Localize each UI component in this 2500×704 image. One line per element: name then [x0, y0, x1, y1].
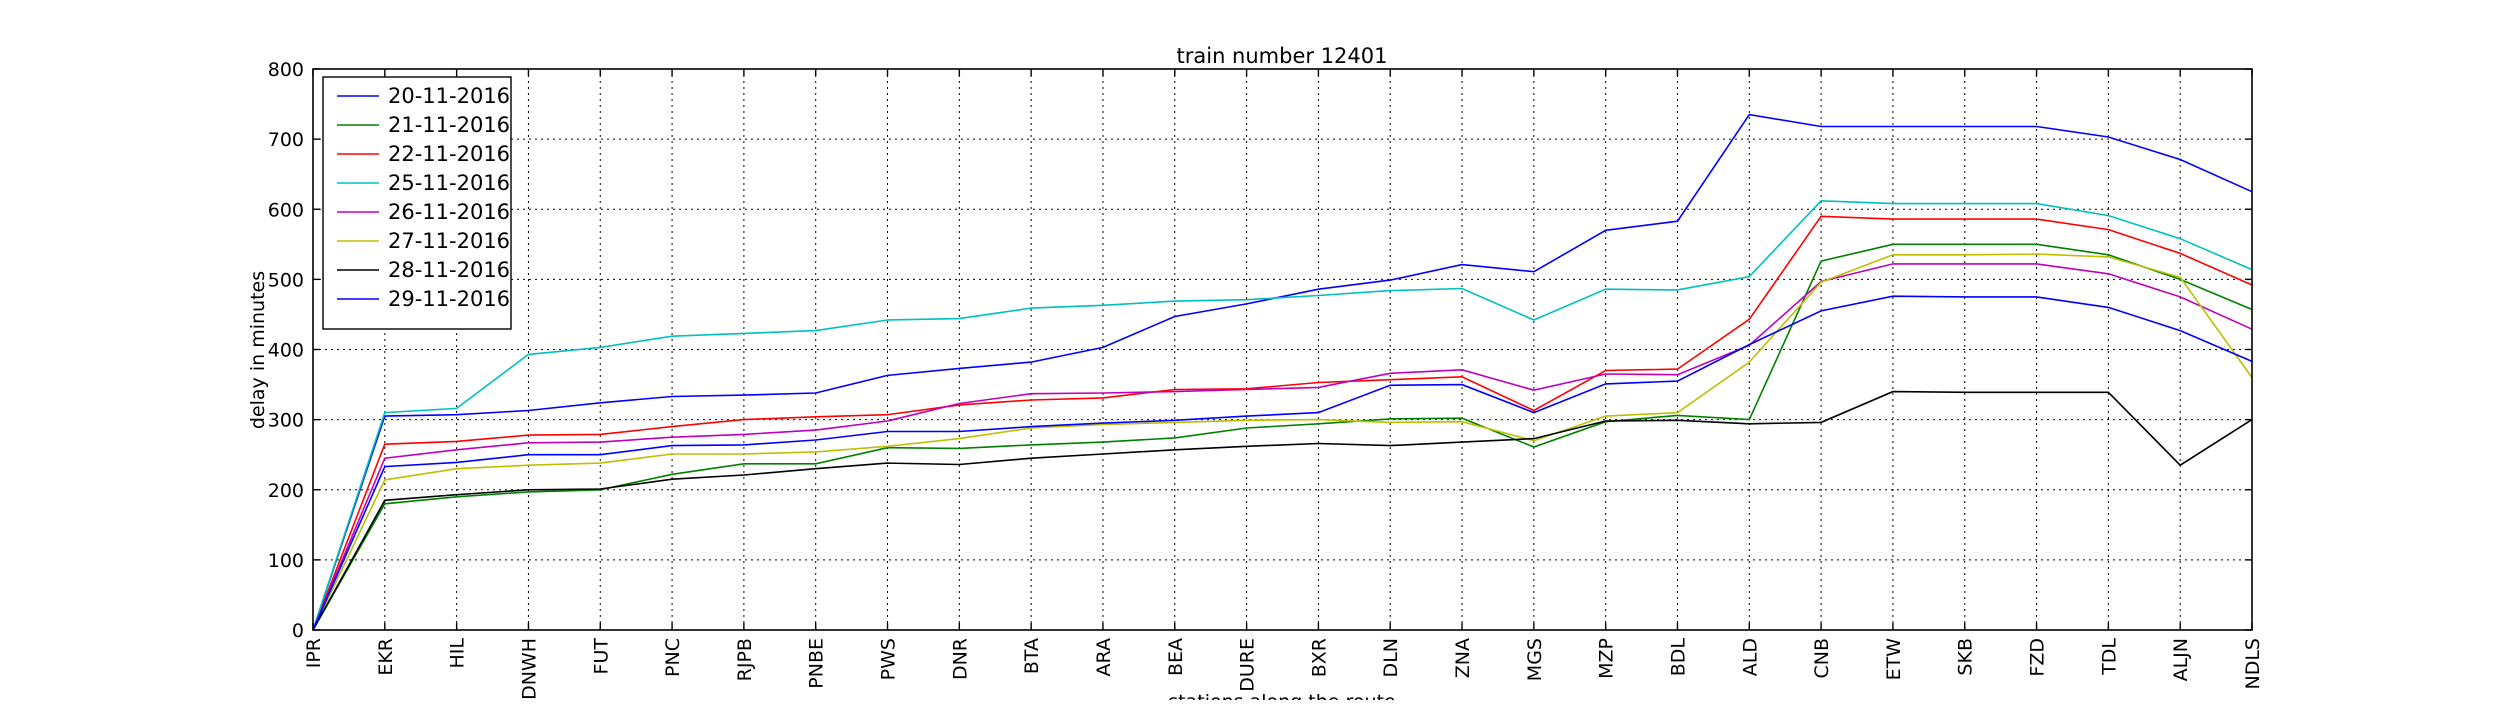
x-tick-label: BDL — [1667, 638, 1689, 677]
series-line — [312, 215, 2253, 631]
x-tick-label: BXR — [1308, 638, 1330, 677]
x-tick-label: DLN — [1380, 638, 1402, 677]
x-tick-label: HIL — [447, 638, 469, 669]
x-tick-label: SKB — [1955, 638, 1977, 676]
x-tick-label: PNBE — [806, 638, 828, 689]
legend-label: 20-11-2016 — [388, 84, 510, 108]
x-tick-label: PNC — [662, 638, 684, 677]
x-tick-label: DNR — [949, 638, 971, 680]
x-tick-label: FUT — [590, 638, 612, 675]
series-line — [312, 263, 2253, 631]
x-tick-label: MZP — [1596, 638, 1618, 679]
y-axis-title: delay in minutes — [247, 271, 269, 429]
x-tick-label: BTA — [1021, 638, 1043, 674]
series-line — [312, 199, 2253, 631]
y-tick-label: 700 — [268, 129, 304, 151]
x-tick-label: ZNA — [1452, 638, 1474, 678]
series-line — [312, 243, 2253, 631]
legend-label: 22-11-2016 — [388, 142, 510, 166]
x-axis-title: stations along the route — [1168, 691, 1395, 700]
y-tick-label: 800 — [268, 59, 304, 81]
y-axis: 0 100 200 300 400 500 600 700 800 — [268, 59, 2252, 642]
y-tick-label: 200 — [268, 480, 304, 502]
x-tick-label: NDLS — [2242, 638, 2264, 690]
x-tick-label: CNB — [1811, 638, 1833, 679]
legend-label: 25-11-2016 — [388, 171, 510, 195]
y-tick-label: 300 — [268, 410, 304, 432]
chart-title: train number 12401 — [1177, 44, 1388, 68]
legend-label: 27-11-2016 — [388, 229, 510, 253]
x-tick-label: ALD — [1739, 638, 1761, 676]
x-tick-label: EKR — [375, 638, 397, 676]
x-tick-label: RJPB — [734, 638, 756, 681]
y-tick-label: 400 — [268, 340, 304, 362]
x-tick-label: DURE — [1237, 638, 1259, 692]
legend-label: 28-11-2016 — [388, 258, 510, 282]
x-tick-label: BEA — [1165, 638, 1187, 676]
y-tick-label: 0 — [292, 620, 304, 642]
x-tick-label: DNWH — [518, 638, 540, 700]
x-tick-label: FZD — [2027, 638, 2049, 677]
grid-lines — [313, 69, 2252, 630]
series-lines — [312, 113, 2253, 631]
series-line — [312, 253, 2253, 631]
series-line — [312, 390, 2253, 631]
legend-label: 29-11-2016 — [388, 287, 510, 311]
x-tick-label: TDL — [2098, 638, 2120, 676]
x-tick-label: ALJN — [2170, 638, 2192, 681]
y-tick-label: 500 — [268, 269, 304, 291]
legend-box — [322, 76, 512, 330]
y-tick-label: 600 — [268, 199, 304, 221]
x-tick-label: IPR — [303, 638, 325, 668]
series-line — [312, 295, 2253, 631]
x-tick-label: PWS — [878, 638, 900, 680]
series-line — [312, 113, 2253, 631]
y-tick-label: 100 — [268, 550, 304, 572]
x-axis: IPR EKR HIL DNWH FUT PNC RJPB PNBE PWS DNR BTA ARA B… — [303, 69, 2264, 700]
x-tick-label: ARA — [1093, 638, 1115, 676]
legend: 20-11-2016 21-11-2016 22-11-2016 25-11-2016… — [322, 76, 512, 330]
x-tick-label: MGS — [1524, 638, 1546, 681]
x-tick-label: ETW — [1883, 638, 1905, 681]
legend-label: 21-11-2016 — [388, 113, 510, 137]
legend-label: 26-11-2016 — [388, 200, 510, 224]
